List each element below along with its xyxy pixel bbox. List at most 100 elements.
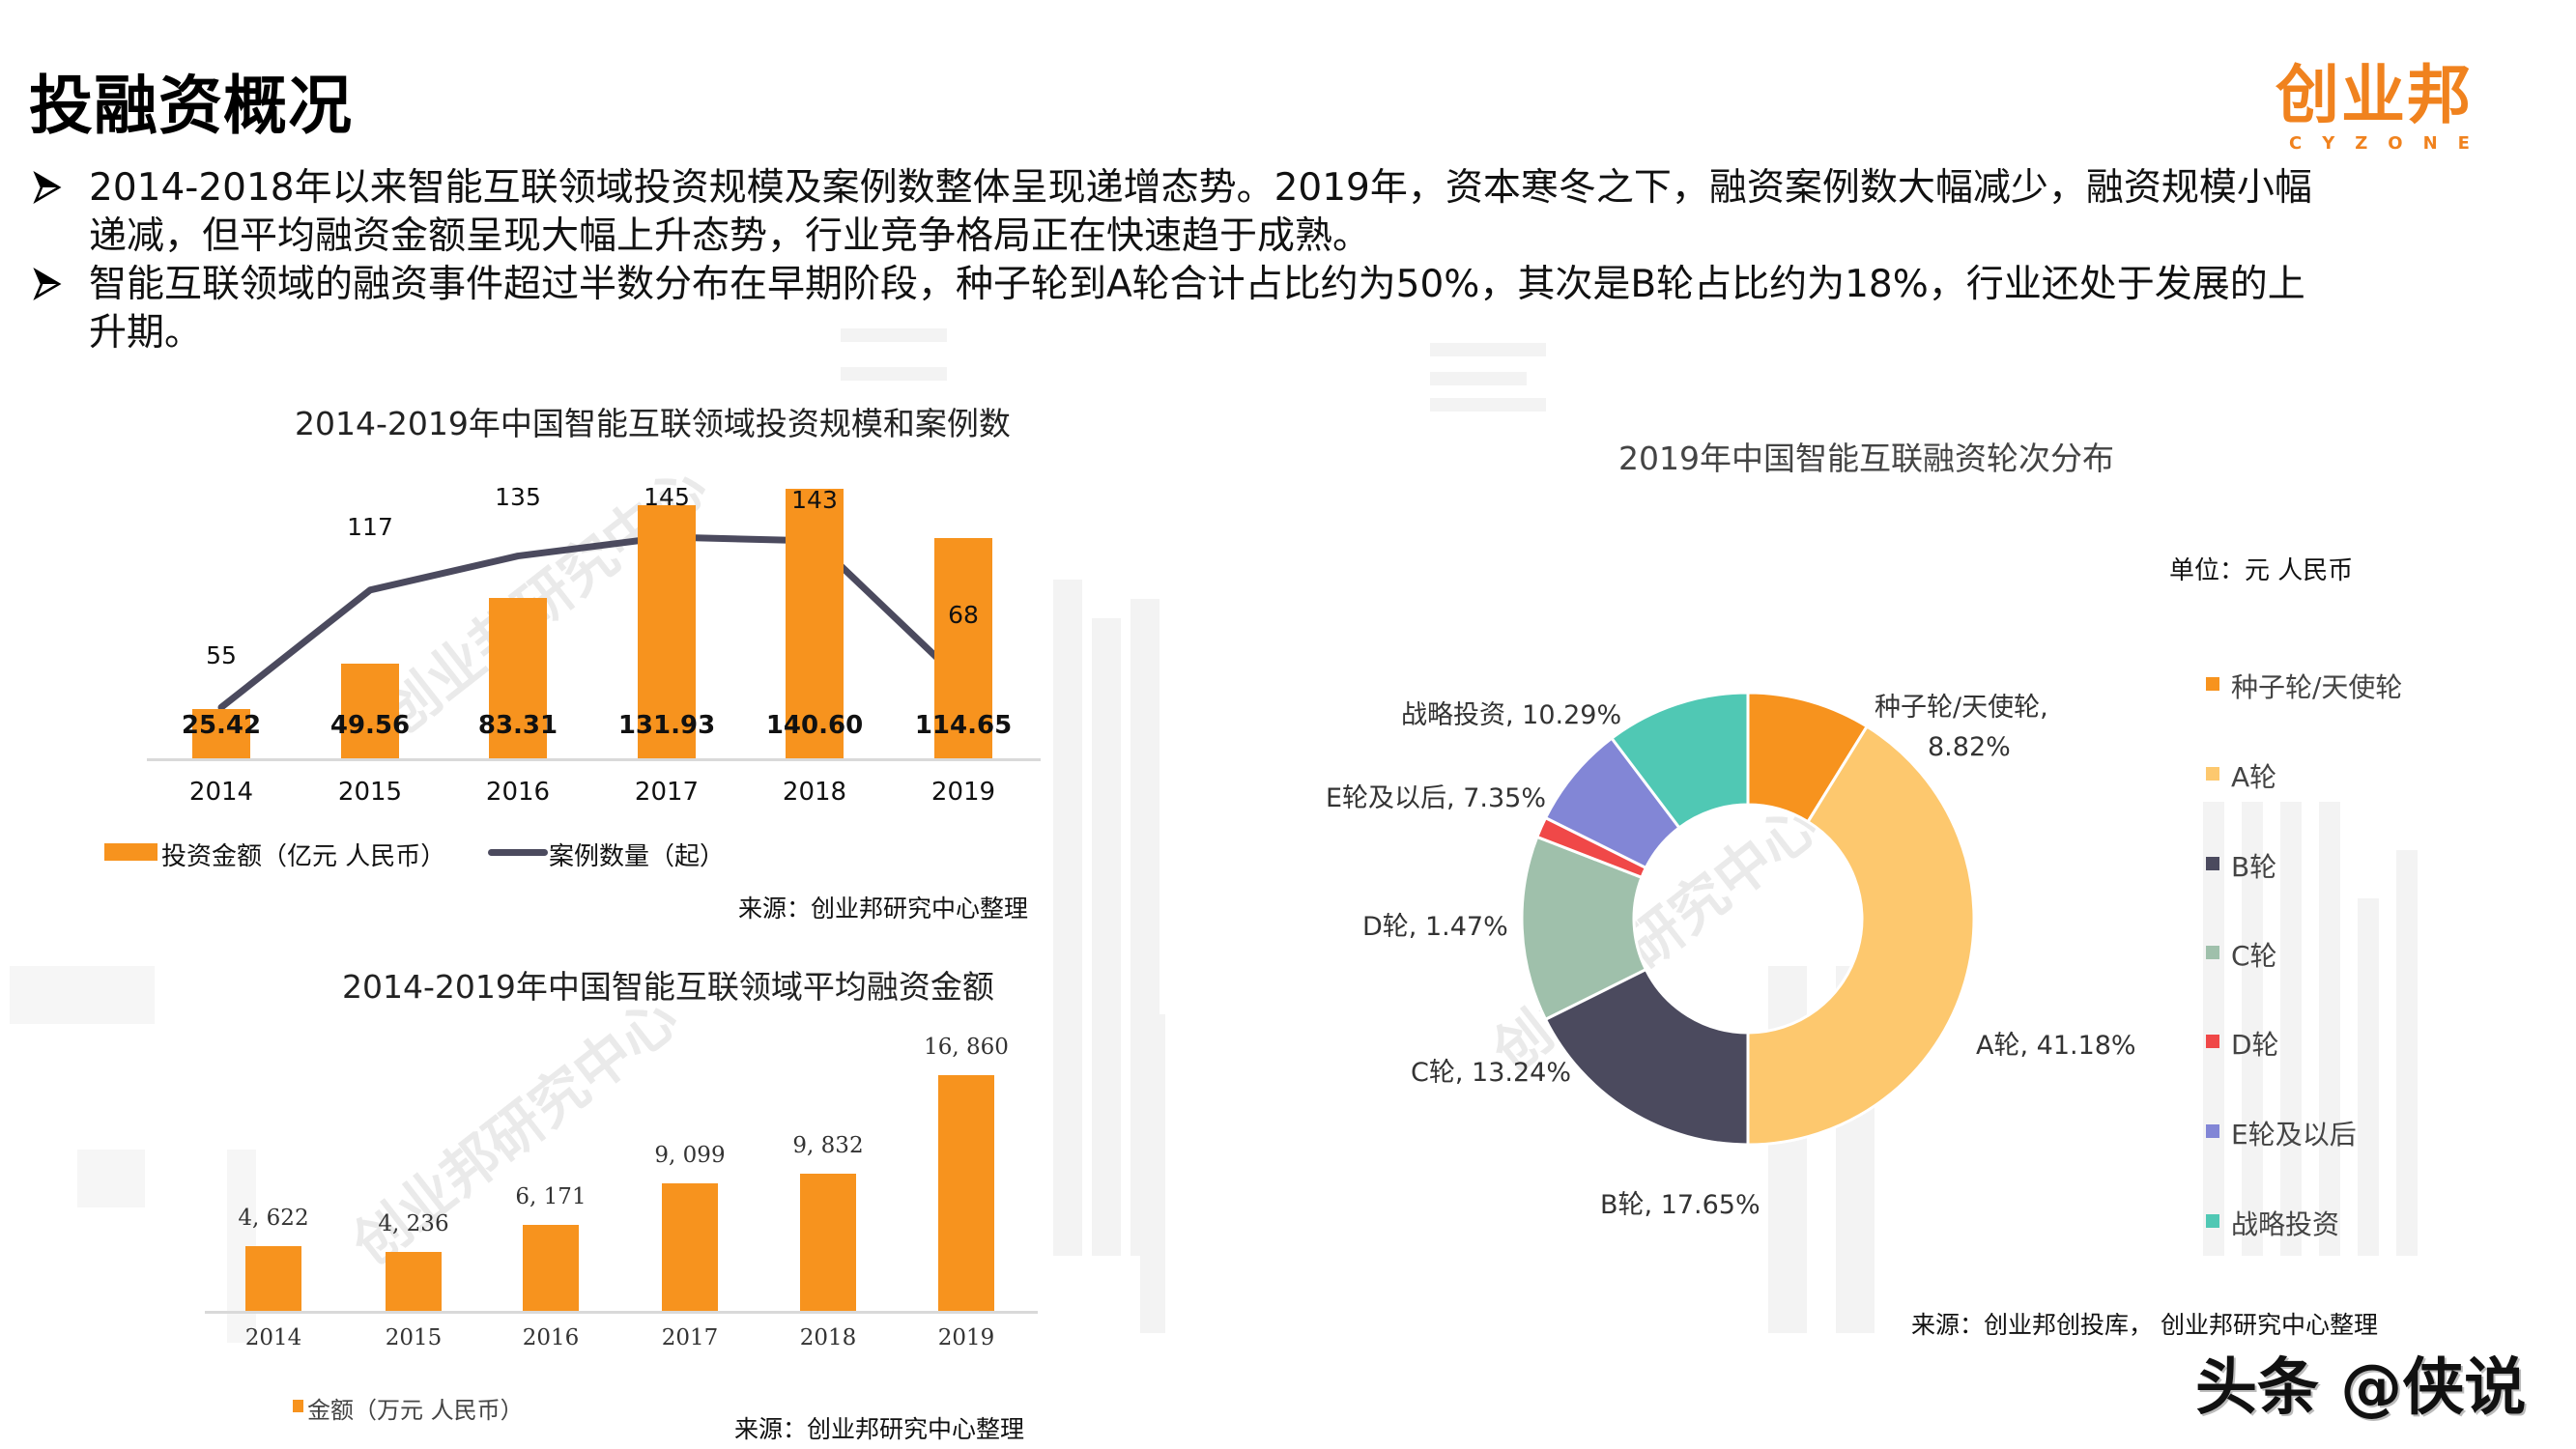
legend-label: B轮 bbox=[2231, 851, 2277, 883]
chart2-bar-value: 9, 832 bbox=[792, 1132, 864, 1158]
arrow-bullet-icon bbox=[33, 268, 62, 300]
chart2-bar bbox=[662, 1183, 718, 1311]
chart1-bar-value: 25.42 bbox=[181, 711, 262, 740]
chart2-bar bbox=[800, 1173, 856, 1311]
donut-label-a: A轮, 41.18% bbox=[1976, 1031, 2136, 1061]
chart2-x-axis bbox=[205, 1311, 1038, 1314]
donut-slice bbox=[1609, 691, 1750, 830]
chart1-x-tick: 2015 bbox=[337, 778, 403, 807]
chart2-x-tick: 2017 bbox=[661, 1325, 719, 1350]
chart2-x-tick: 2015 bbox=[385, 1325, 443, 1350]
chart2-bar bbox=[245, 1246, 301, 1311]
chart1-line-value: 145 bbox=[644, 483, 690, 511]
chart1-x-axis bbox=[147, 758, 1041, 761]
chart1-line-value: 135 bbox=[495, 482, 541, 511]
bullet-line: 智能互联领域的融资事件超过半数分布在早期阶段，种子轮到A轮合计占比约为50%，其… bbox=[89, 263, 2305, 306]
legend-label: 种子轮/天使轮 bbox=[2231, 671, 2403, 703]
legend-swatch bbox=[2206, 857, 2219, 870]
donut-slice bbox=[1543, 967, 1750, 1147]
donut-label-strategic: 战略投资, 10.29% bbox=[1401, 700, 1622, 730]
legend-label-investment: 投资金额（亿元 人民币） bbox=[161, 842, 446, 871]
chart1-line-value: 117 bbox=[347, 512, 393, 541]
chart1-bar bbox=[489, 598, 547, 758]
chart2-bar-value: 9, 099 bbox=[654, 1143, 726, 1169]
legend-label: D轮 bbox=[2231, 1029, 2279, 1061]
donut-label-seed-pct: 8.82% bbox=[1928, 732, 2011, 762]
bullet-line: 递减，但平均融资金额呈现大幅上升态势，行业竞争格局正在快速趋于成熟。 bbox=[89, 214, 1371, 258]
bullet-item: 2014-2018年以来智能互联领域投资规模及案例数整体呈现递增态势。2019年… bbox=[29, 164, 2464, 261]
chart1-bar-value: 131.93 bbox=[617, 711, 716, 740]
chart2-bar-value: 4, 236 bbox=[378, 1210, 449, 1236]
chart1-line-value: 143 bbox=[791, 486, 838, 514]
chart3-donut bbox=[1520, 691, 1976, 1147]
legend-label: E轮及以后 bbox=[2231, 1119, 2357, 1151]
donut-label-seed: 种子轮/天使轮, bbox=[1875, 693, 2048, 723]
chart2-x-tick: 2018 bbox=[799, 1325, 857, 1350]
chart2-bar bbox=[523, 1224, 579, 1311]
chart1-line-value: 55 bbox=[206, 641, 237, 670]
bullet-line: 2014-2018年以来智能互联领域投资规模及案例数整体呈现递增态势。2019年… bbox=[89, 166, 2312, 210]
chart3-title: 2019年中国智能互联融资轮次分布 bbox=[1618, 440, 2114, 477]
bullet-item: 智能互联领域的融资事件超过半数分布在早期阶段，种子轮到A轮合计占比约为50%，其… bbox=[29, 261, 2464, 357]
chart2-bar-value: 16, 860 bbox=[924, 1035, 1009, 1060]
chart1-bar-value: 114.65 bbox=[914, 711, 1013, 740]
chart2-bar bbox=[386, 1251, 442, 1311]
chart2-bar-value: 6, 171 bbox=[515, 1183, 587, 1209]
arrow-bullet-icon bbox=[33, 171, 62, 204]
legend-label: C轮 bbox=[2231, 940, 2277, 972]
chart1-x-tick: 2016 bbox=[485, 778, 551, 807]
chart3-unit-label: 单位：元 人民币 bbox=[2169, 556, 2354, 585]
legend-swatch bbox=[2206, 1035, 2219, 1048]
footer-brand-watermark: 头条 @侠说 bbox=[2195, 1352, 2527, 1424]
chart1-bar bbox=[192, 709, 250, 758]
chart1-x-tick: 2017 bbox=[634, 778, 700, 807]
donut-slice bbox=[1520, 835, 1648, 1022]
legend-label-amount: 金额（万元 人民币） bbox=[307, 1397, 524, 1424]
legend-swatch bbox=[2206, 767, 2219, 781]
legend-swatch bbox=[2206, 677, 2219, 691]
chart2-title: 2014-2019年中国智能互联领域平均融资金额 bbox=[342, 968, 994, 1006]
page-title: 投融资概况 bbox=[29, 69, 353, 143]
summary-bullets: 2014-2018年以来智能互联领域投资规模及案例数整体呈现递增态势。2019年… bbox=[29, 164, 2464, 357]
chart1-bar bbox=[786, 488, 844, 758]
chart1-line-value: 68 bbox=[948, 601, 979, 629]
chart2-plot: 4, 622 2014 4, 236 2015 6, 171 2016 9, 099 2017… bbox=[0, 0, 1063, 1372]
chart1-bar bbox=[341, 663, 399, 758]
bullet-line: 升期。 bbox=[89, 311, 203, 355]
donut-label-d: D轮, 1.47% bbox=[1362, 912, 1508, 942]
brand-logo: 创业邦 CYZONE bbox=[2275, 58, 2483, 155]
logo-en-text: CYZONE bbox=[2289, 133, 2490, 154]
chart2-bar-value: 4, 622 bbox=[238, 1206, 309, 1232]
chart1-bar-value: 140.60 bbox=[765, 711, 864, 740]
legend-swatch bbox=[2206, 1124, 2219, 1138]
legend-swatch bbox=[2206, 946, 2219, 959]
chart1-bar-value: 83.31 bbox=[477, 711, 558, 740]
chart2-x-tick: 2014 bbox=[244, 1325, 302, 1350]
chart1-bar bbox=[934, 538, 992, 758]
chart2-bar bbox=[938, 1075, 994, 1311]
legend-swatch-cases bbox=[488, 849, 548, 856]
legend-label-cases: 案例数量（起） bbox=[549, 842, 726, 871]
chart1-source: 来源：创业邦研究中心整理 bbox=[738, 895, 1029, 923]
legend-swatch-amount bbox=[293, 1400, 303, 1412]
legend-swatch bbox=[2206, 1214, 2219, 1228]
logo-cn-text: 创业邦 bbox=[2275, 58, 2473, 132]
chart1-x-tick: 2014 bbox=[188, 778, 254, 807]
chart1-x-tick: 2018 bbox=[782, 778, 847, 807]
donut-label-c: C轮, 13.24% bbox=[1411, 1058, 1571, 1088]
chart1-title: 2014-2019年中国智能互联领域投资规模和案例数 bbox=[295, 405, 1011, 442]
chart1-plot: 25.42 2014 49.56 2015 83.31 2016 131.93 2017 140… bbox=[0, 0, 1063, 807]
chart2-x-tick: 2016 bbox=[522, 1325, 580, 1350]
chart3-source: 来源：创业邦创投库， 创业邦研究中心整理 bbox=[1911, 1311, 2378, 1339]
legend-swatch-investment bbox=[104, 843, 157, 861]
donut-slice bbox=[1746, 724, 1976, 1147]
chart1-x-tick: 2019 bbox=[930, 778, 996, 807]
chart2-x-tick: 2019 bbox=[937, 1325, 995, 1350]
chart1-bar bbox=[638, 504, 696, 758]
legend-label: 战略投资 bbox=[2231, 1208, 2340, 1240]
chart2-source: 来源：创业邦研究中心整理 bbox=[734, 1415, 1025, 1443]
donut-label-e: E轮及以后, 7.35% bbox=[1326, 783, 1546, 813]
chart1-bar-value: 49.56 bbox=[329, 711, 411, 740]
legend-label: A轮 bbox=[2231, 761, 2277, 793]
donut-label-b: B轮, 17.65% bbox=[1600, 1190, 1760, 1220]
